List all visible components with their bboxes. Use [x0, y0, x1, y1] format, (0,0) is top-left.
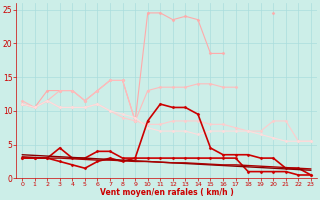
- X-axis label: Vent moyen/en rafales ( km/h ): Vent moyen/en rafales ( km/h ): [100, 188, 233, 197]
